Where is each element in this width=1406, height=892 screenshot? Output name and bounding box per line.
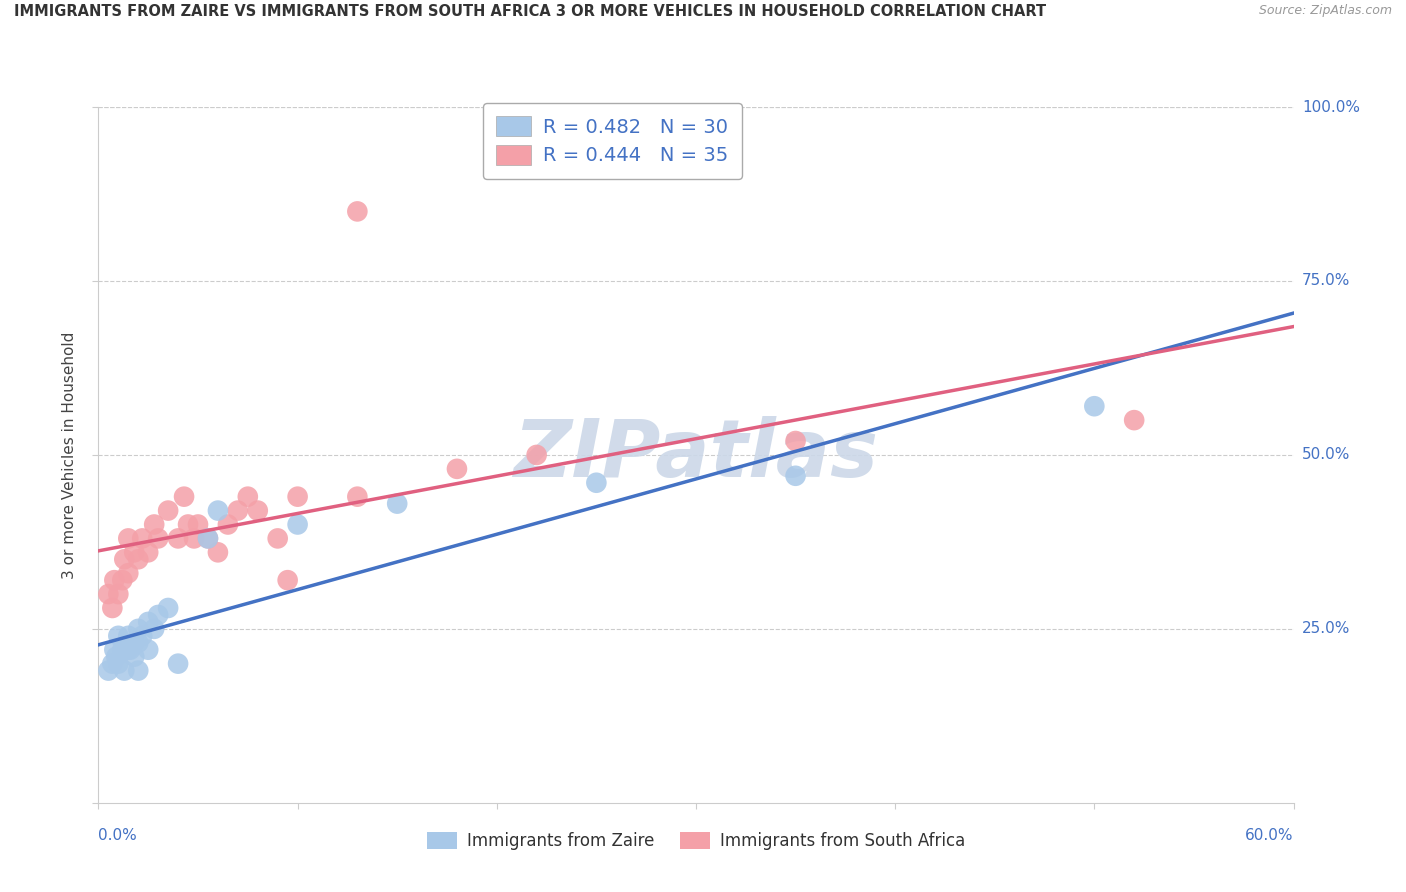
Point [1123,413,1146,427]
Point [277,573,299,587]
Point [97,664,120,678]
Point [131,629,153,643]
Y-axis label: 3 or more Vehicles in Household: 3 or more Vehicles in Household [62,331,77,579]
Text: 100.0%: 100.0% [1302,100,1360,114]
Text: 0.0%: 0.0% [98,828,138,843]
Point [785,468,807,483]
Text: 50.0%: 50.0% [1302,448,1350,462]
Point [97,587,120,601]
Point [117,629,139,643]
Point [124,545,146,559]
Point [143,517,166,532]
Point [107,629,129,643]
Point [107,657,129,671]
Legend: Immigrants from Zaire, Immigrants from South Africa: Immigrants from Zaire, Immigrants from S… [420,826,972,857]
Point [197,532,219,546]
Point [148,532,170,546]
Point [167,657,190,671]
Point [385,497,409,511]
Point [177,517,200,532]
Point [111,573,134,587]
Point [103,642,125,657]
Point [127,636,149,650]
Point [136,545,159,559]
Point [187,517,209,532]
Point [167,532,190,546]
Point [117,642,139,657]
Point [526,448,548,462]
Point [173,490,195,504]
Text: 75.0%: 75.0% [1302,274,1350,288]
Point [117,566,139,581]
Point [217,517,239,532]
Point [585,475,607,490]
Point [287,490,309,504]
Point [143,622,166,636]
Text: Source: ZipAtlas.com: Source: ZipAtlas.com [1258,4,1392,18]
Point [127,622,149,636]
Point [207,545,229,559]
Point [127,664,149,678]
Point [197,532,219,546]
Point [101,657,124,671]
Point [207,503,229,517]
Point [346,490,368,504]
Point [246,503,269,517]
Point [103,573,125,587]
Point [124,649,146,664]
Point [446,462,468,476]
Point [131,532,153,546]
Point [287,517,309,532]
Point [101,601,124,615]
Point [1083,399,1105,413]
Point [148,607,170,622]
Point [107,587,129,601]
Point [136,642,159,657]
Point [136,615,159,629]
Point [124,636,146,650]
Point [267,532,290,546]
Point [346,204,368,219]
Text: 25.0%: 25.0% [1302,622,1350,636]
Text: IMMIGRANTS FROM ZAIRE VS IMMIGRANTS FROM SOUTH AFRICA 3 OR MORE VEHICLES IN HOUS: IMMIGRANTS FROM ZAIRE VS IMMIGRANTS FROM… [14,4,1046,20]
Point [183,532,205,546]
Point [785,434,807,448]
Point [105,649,128,664]
Point [157,601,180,615]
Point [120,642,142,657]
Point [112,552,135,566]
Point [117,532,139,546]
Point [127,552,149,566]
Point [111,642,134,657]
Point [112,664,135,678]
Point [157,503,180,517]
Text: ZIPatlas: ZIPatlas [513,416,879,494]
Text: 60.0%: 60.0% [1246,828,1294,843]
Point [226,503,249,517]
Point [236,490,259,504]
